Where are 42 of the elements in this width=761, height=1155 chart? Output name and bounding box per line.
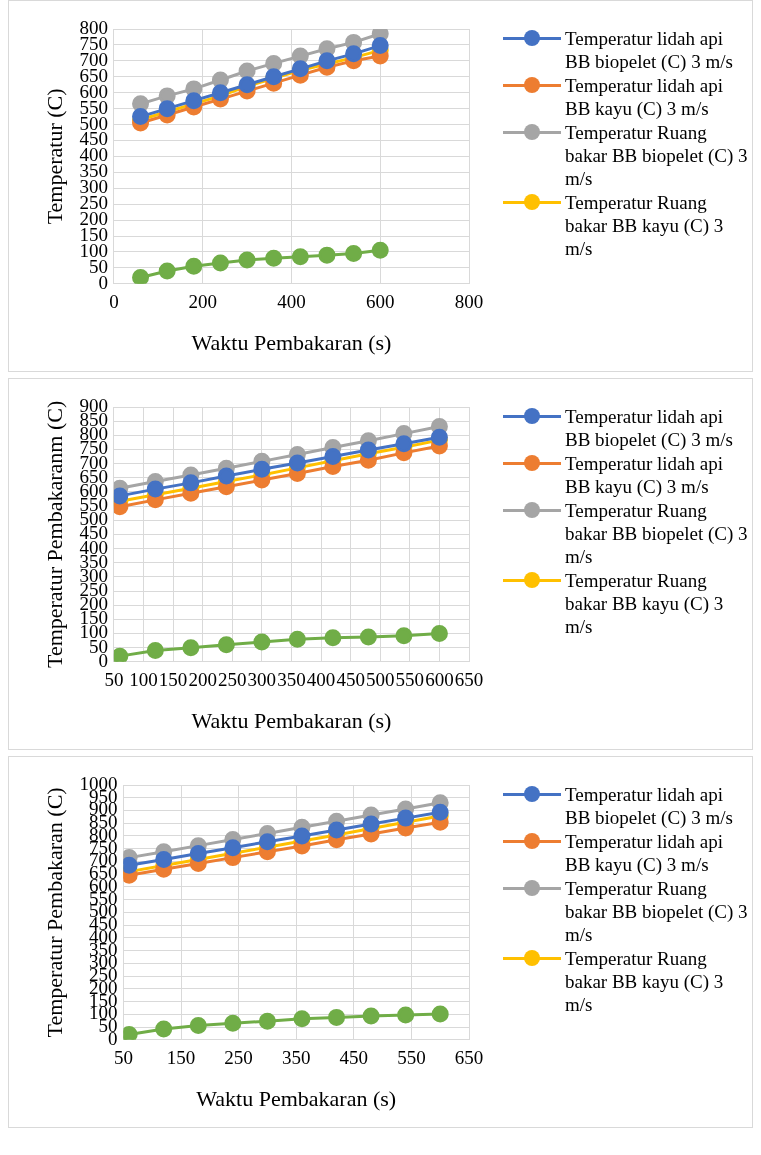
x-tick-label: 200 (188, 291, 217, 313)
legend-label: Temperatur lidah api BB biopelet (C) 3 m/s (565, 28, 733, 72)
x-tick-label: 250 (224, 1047, 253, 1069)
x-tick-label: 400 (306, 669, 336, 691)
x-tick-label: 350 (277, 669, 306, 691)
x-tick-label: 200 (188, 669, 217, 691)
x-tick-label: 450 (336, 669, 365, 691)
x-tick-label: 300 (247, 669, 277, 691)
x-axis-title: Waktu Pembakaran (s) (191, 707, 392, 733)
x-tick-label: 150 (158, 669, 188, 691)
legend-label: Temperatur Ruang bakar BB biopelet (C) 3 m/s (565, 878, 748, 945)
x-tick-label: 50 (113, 1047, 133, 1069)
x-tick-label: 500 (365, 669, 395, 691)
x-tick-label: 600 (365, 291, 395, 313)
legend-label: Temperatur lidah api BB kayu (C) 3 m/s (565, 75, 723, 119)
x-tick-label: 550 (395, 669, 425, 691)
x-tick-label: 800 (454, 291, 484, 313)
y-tick-label: 800 (79, 16, 108, 38)
x-tick-label: 550 (397, 1047, 426, 1069)
y-axis-title: Temperatur Pembakaranm (C) (41, 400, 67, 669)
x-tick-label: 600 (425, 669, 454, 691)
legend-label: Temperatur lidah api BB kayu (C) 3 m/s (565, 453, 723, 497)
x-tick-label: 100 (129, 669, 158, 691)
y-axis-title: Temperatur (C) (41, 88, 67, 225)
x-tick-label: 350 (281, 1047, 311, 1069)
legend-label: Temperatur Ruang bakar BB kayu (C) 3 m/s (565, 570, 724, 637)
legend-label: Temperatur lidah api BB biopelet (C) 3 m/s (565, 406, 733, 450)
x-tick-label: 650 (454, 669, 484, 691)
x-axis-title: Waktu Pembakaran (s) (191, 329, 392, 355)
x-tick-label: 150 (166, 1047, 196, 1069)
legend-label: Temperatur Ruang bakar BB biopelet (C) 3 m/s (565, 122, 748, 189)
legend-label: Temperatur lidah api BB kayu (C) 3 m/s (565, 831, 723, 875)
x-axis-title: Waktu Pembakaran (s) (196, 1085, 397, 1111)
legend-label: Temperatur Ruang bakar BB kayu (C) 3 m/s (565, 192, 724, 259)
legend-label: Temperatur Ruang bakar BB biopelet (C) 3 m/s (565, 500, 748, 567)
x-tick-label: 450 (339, 1047, 369, 1069)
legend-label: Temperatur lidah api BB biopelet (C) 3 m/s (565, 784, 733, 828)
y-axis-title: Temperatur Pembakaran (C) (41, 787, 67, 1038)
x-tick-label: 400 (277, 291, 306, 313)
x-tick-label: 250 (218, 669, 247, 691)
x-tick-label: 650 (454, 1047, 484, 1069)
legend-label: Temperatur Ruang bakar BB kayu (C) 3 m/s (565, 948, 724, 1015)
